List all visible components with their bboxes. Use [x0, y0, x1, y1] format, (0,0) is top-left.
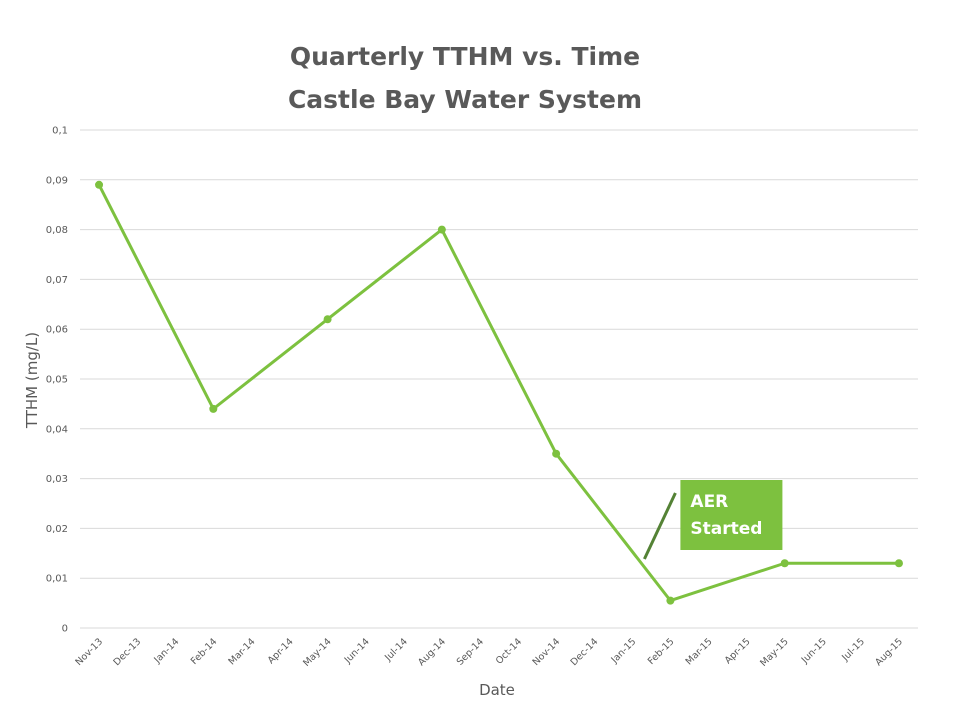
- data-point: [666, 596, 675, 605]
- x-tick-label: Jul-14: [382, 636, 410, 664]
- x-tick-label: Apr-14: [266, 636, 296, 666]
- chart-subtitle: Castle Bay Water System: [288, 85, 642, 114]
- y-axis-label: TTHM (mg/L): [23, 332, 41, 429]
- callout-box: [680, 480, 783, 550]
- data-point: [95, 180, 104, 189]
- y-tick-label: 0,02: [46, 524, 68, 535]
- annotation: AER Started: [643, 480, 783, 560]
- x-tick-label: Sep-14: [455, 636, 486, 667]
- series-line-path: [97, 184, 899, 603]
- x-tick-label: Mar-14: [227, 636, 258, 667]
- y-tick-label: 0,04: [46, 424, 68, 435]
- y-tick-label: 0,07: [46, 275, 68, 286]
- x-tick-label: May-15: [758, 636, 791, 669]
- x-tick-label: Jul-15: [839, 636, 867, 664]
- x-tick-label: Feb-14: [189, 636, 220, 667]
- x-tick-label: Jun-14: [342, 636, 372, 666]
- x-tick-label: Dec-14: [569, 636, 601, 668]
- x-axis-label: Date: [479, 681, 515, 699]
- x-tick-label: May-14: [301, 636, 334, 669]
- x-tick-label: Aug-14: [416, 636, 448, 668]
- data-point: [894, 559, 903, 568]
- data-point: [209, 404, 218, 413]
- y-tick-label: 0,09: [46, 175, 68, 186]
- x-tick-label: Apr-15: [723, 636, 753, 666]
- gridlines: [80, 129, 918, 629]
- callout-pointer: [643, 492, 677, 560]
- x-tick-label: Aug-15: [873, 636, 905, 668]
- y-tick-label: 0,03: [46, 474, 68, 485]
- x-tick-label: Nov-13: [73, 636, 105, 668]
- y-tick-label: 0,06: [46, 325, 68, 336]
- callout-text-line1: AER: [690, 492, 728, 512]
- data-point: [437, 225, 446, 234]
- y-tick-label: 0,01: [46, 574, 68, 585]
- x-tick-label: Feb-15: [646, 636, 677, 667]
- y-axis-ticks: 0 0,01 0,02 0,03 0,04 0,05 0,06 0,07 0,08 0,09 0,1: [46, 126, 68, 635]
- callout-text-line2: Started: [690, 519, 762, 539]
- y-tick-label: 0,05: [46, 375, 68, 386]
- x-tick-label: Jan-15: [609, 636, 639, 666]
- y-tick-label: 0: [62, 624, 68, 635]
- x-tick-label: Mar-15: [684, 636, 715, 667]
- x-tick-label: Oct-14: [494, 636, 524, 666]
- x-tick-label: Jan-14: [152, 636, 182, 666]
- series-line: [95, 180, 903, 605]
- data-point: [780, 559, 789, 568]
- x-tick-label: Jun-15: [799, 636, 829, 666]
- chart-title: Quarterly TTHM vs. Time: [290, 42, 640, 71]
- data-point: [323, 315, 332, 324]
- x-tick-label: Dec-13: [112, 636, 144, 668]
- x-axis-ticks: Nov-13 Dec-13 Jan-14 Feb-14 Mar-14 Apr-14 May-…: [73, 636, 905, 669]
- y-tick-label: 0,08: [46, 225, 68, 236]
- x-tick-label: Nov-14: [531, 636, 563, 668]
- y-tick-label: 0,1: [52, 126, 68, 137]
- data-point: [552, 449, 561, 458]
